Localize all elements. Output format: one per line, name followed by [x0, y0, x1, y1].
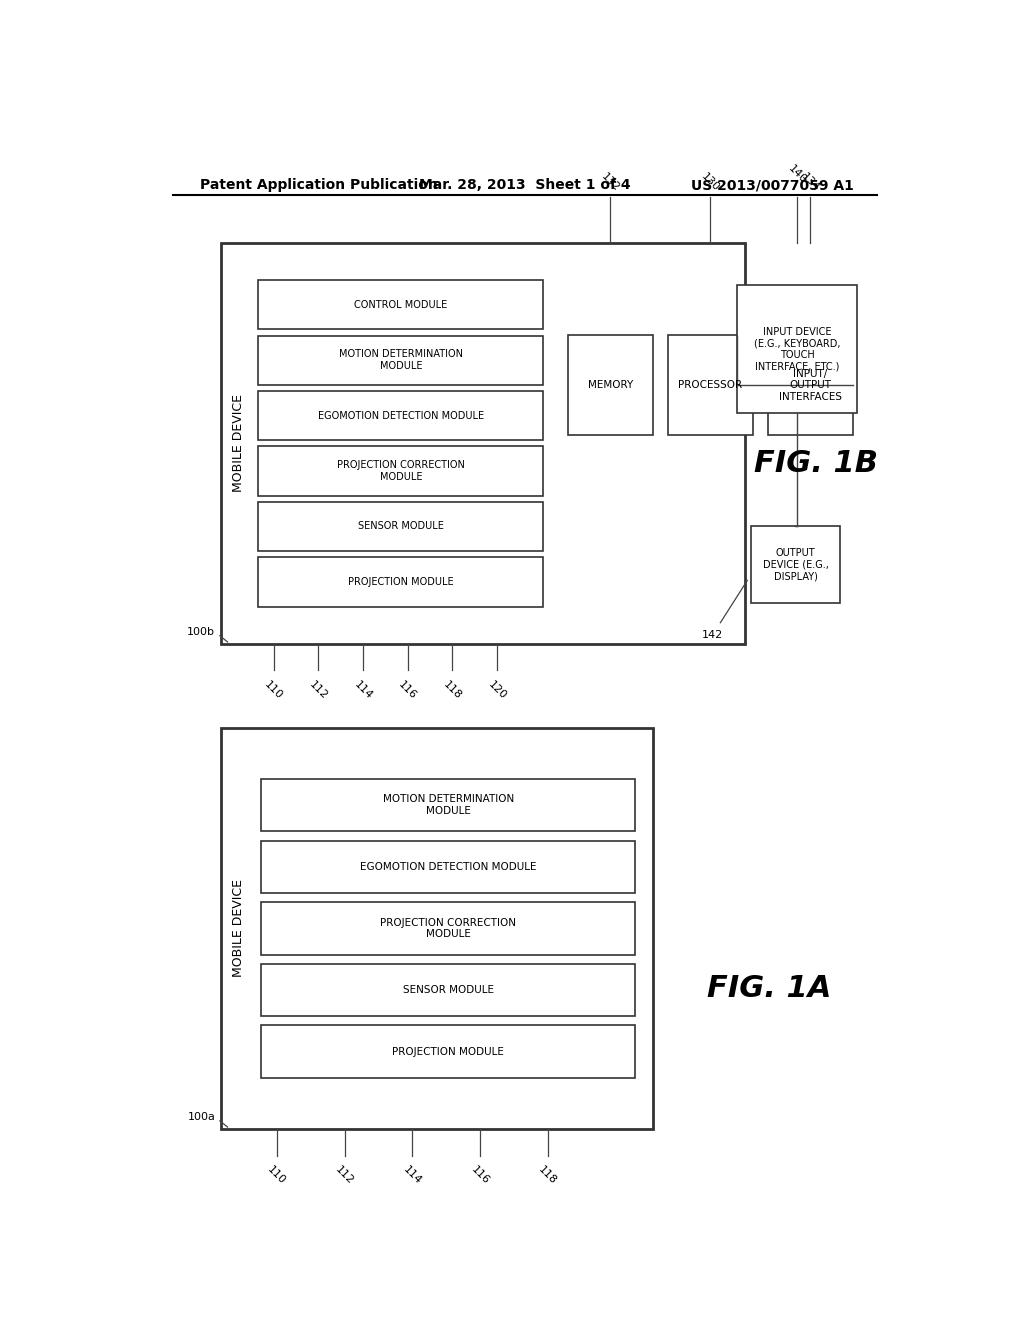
- Text: MOTION DETERMINATION
MODULE: MOTION DETERMINATION MODULE: [339, 350, 463, 371]
- Text: 132: 132: [599, 172, 622, 193]
- Text: 114: 114: [352, 680, 374, 702]
- Text: PROJECTION CORRECTION
MODULE: PROJECTION CORRECTION MODULE: [380, 917, 516, 940]
- Text: 100b: 100b: [187, 627, 215, 638]
- Text: Patent Application Publication: Patent Application Publication: [200, 178, 437, 193]
- Text: 140: 140: [786, 164, 808, 185]
- Text: PROJECTION MODULE: PROJECTION MODULE: [392, 1047, 504, 1056]
- Text: FIG. 1B: FIG. 1B: [754, 449, 878, 478]
- Bar: [258, 502, 544, 552]
- Bar: [258, 391, 544, 441]
- Text: MOBILE DEVICE: MOBILE DEVICE: [231, 879, 245, 977]
- Text: 130: 130: [699, 172, 721, 193]
- Text: 100a: 100a: [187, 1113, 215, 1122]
- Bar: [258, 446, 544, 496]
- Bar: [261, 779, 635, 832]
- Bar: [668, 335, 753, 436]
- Text: 116: 116: [396, 680, 419, 702]
- Text: 142: 142: [702, 631, 723, 640]
- Text: SENSOR MODULE: SENSOR MODULE: [358, 521, 443, 532]
- Bar: [221, 243, 745, 644]
- Text: INPUT/
OUTPUT
INTERFACES: INPUT/ OUTPUT INTERFACES: [779, 368, 842, 401]
- Text: 116: 116: [469, 1164, 492, 1187]
- Text: CONTROL MODULE: CONTROL MODULE: [354, 300, 447, 310]
- Bar: [258, 335, 544, 385]
- Text: EGOMOTION DETECTION MODULE: EGOMOTION DETECTION MODULE: [359, 862, 537, 871]
- Text: 118: 118: [441, 680, 464, 702]
- Text: INPUT DEVICE
(E.G., KEYBOARD,
TOUCH
INTERFACE, ETC.): INPUT DEVICE (E.G., KEYBOARD, TOUCH INTE…: [754, 326, 841, 371]
- Text: 114: 114: [401, 1164, 423, 1187]
- Text: US 2013/0077059 A1: US 2013/0077059 A1: [691, 178, 854, 193]
- Text: 112: 112: [307, 680, 330, 702]
- Bar: [737, 285, 857, 412]
- Bar: [768, 335, 853, 436]
- Text: PROJECTION MODULE: PROJECTION MODULE: [348, 577, 454, 587]
- Text: 134: 134: [800, 172, 821, 193]
- Text: PROJECTION CORRECTION
MODULE: PROJECTION CORRECTION MODULE: [337, 461, 465, 482]
- Bar: [221, 729, 652, 1129]
- Text: MEMORY: MEMORY: [588, 380, 633, 391]
- Text: 120: 120: [486, 680, 508, 702]
- Bar: [258, 280, 544, 330]
- Text: Mar. 28, 2013  Sheet 1 of 4: Mar. 28, 2013 Sheet 1 of 4: [419, 178, 631, 193]
- Text: FIG. 1A: FIG. 1A: [708, 974, 831, 1003]
- Text: 112: 112: [334, 1164, 355, 1187]
- Text: PROCESSOR: PROCESSOR: [678, 380, 742, 391]
- Bar: [752, 527, 840, 603]
- Text: 118: 118: [537, 1164, 559, 1187]
- Text: MOTION DETERMINATION
MODULE: MOTION DETERMINATION MODULE: [383, 795, 514, 816]
- Text: EGOMOTION DETECTION MODULE: EGOMOTION DETECTION MODULE: [317, 411, 484, 421]
- Bar: [261, 841, 635, 892]
- Bar: [261, 964, 635, 1016]
- Bar: [261, 903, 635, 954]
- Text: 110: 110: [263, 680, 285, 702]
- Bar: [261, 1026, 635, 1077]
- Text: 110: 110: [266, 1164, 288, 1187]
- Bar: [568, 335, 652, 436]
- Text: MOBILE DEVICE: MOBILE DEVICE: [231, 395, 245, 492]
- Text: OUTPUT
DEVICE (E.G.,
DISPLAY): OUTPUT DEVICE (E.G., DISPLAY): [763, 548, 828, 582]
- Bar: [258, 557, 544, 607]
- Text: SENSOR MODULE: SENSOR MODULE: [402, 985, 494, 995]
